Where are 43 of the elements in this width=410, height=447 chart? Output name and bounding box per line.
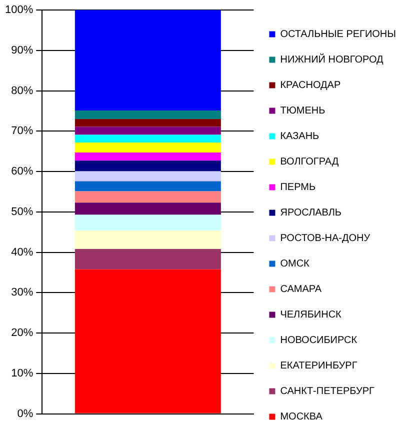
legend-label: ПЕРМЬ [280,182,316,193]
legend-label: ВОЛГОГРАД [280,156,339,168]
y-tick-label: 80% [11,84,34,97]
legend-label: КАЗАНЬ [280,131,320,142]
bar [74,171,221,182]
legend-label: ТЮМЕНЬ [280,106,326,116]
bar [74,249,221,270]
y-tick-label: 90% [11,44,34,56]
bar [74,230,221,250]
bar [74,160,221,172]
y-tick-label: 60% [11,166,34,178]
y-tick-label: 10% [11,367,34,380]
y-tick-label: 30% [11,286,34,299]
bar [74,142,221,153]
legend-label: САМАРА [280,284,322,295]
y-tick-label: 100% [4,4,34,16]
legend-label: ЧЕЛЯБИНСК [280,310,342,320]
bar [74,152,221,161]
legend-label: РОСТОВ-НА-ДОНУ [280,233,371,244]
bar [74,269,221,414]
legend-label: ЕКАТЕРИНБУРГ [280,360,358,372]
bar [74,191,221,203]
bar [74,181,221,192]
bar [74,110,221,120]
legend-label: МОСКВА [280,412,323,422]
legend-label: ОСТАЛЬНЫЕ РЕГИОНЫ [280,29,396,40]
y-tick-label: 0% [17,408,34,420]
y-tick-label: 40% [11,246,34,258]
y-tick-label: 70% [11,125,34,138]
legend-label: НОВОСИБИРСК [280,335,358,346]
legend-label: НИЖНИЙ НОВГОРОД [280,52,384,66]
legend-label: ЯРОСЛАВЛЬ [280,208,342,218]
bar [74,202,221,215]
y-tick-label: 50% [11,206,34,218]
legend-label: ОМСК [280,258,310,270]
bar [74,126,221,135]
y-tick-label: 20% [11,327,34,340]
legend-label: САНКТ-ПЕТЕРБУРГ [280,386,376,397]
bar [74,214,221,230]
bar [74,119,221,127]
bar [74,134,221,142]
legend-label: КРАСНОДАР [280,80,341,91]
bar [74,10,221,111]
